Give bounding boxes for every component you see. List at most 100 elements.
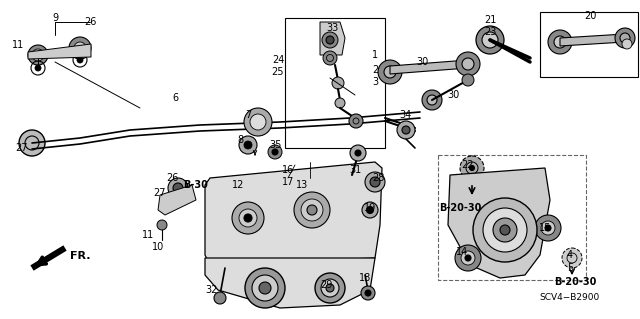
Polygon shape — [390, 60, 468, 74]
Circle shape — [456, 52, 480, 76]
Text: 16: 16 — [282, 165, 294, 175]
Circle shape — [268, 145, 282, 159]
Text: 20: 20 — [584, 11, 596, 21]
Circle shape — [28, 45, 48, 65]
Text: 31: 31 — [349, 165, 361, 175]
Circle shape — [214, 292, 226, 304]
Circle shape — [307, 205, 317, 215]
Text: 12: 12 — [232, 180, 244, 190]
Circle shape — [244, 108, 272, 136]
Circle shape — [327, 288, 337, 298]
Circle shape — [541, 221, 555, 235]
Polygon shape — [28, 44, 91, 59]
Circle shape — [239, 209, 257, 227]
Circle shape — [402, 126, 410, 134]
Circle shape — [476, 26, 504, 54]
Circle shape — [562, 248, 582, 268]
Circle shape — [173, 183, 183, 193]
Circle shape — [294, 192, 330, 228]
Circle shape — [32, 49, 44, 61]
Text: 30: 30 — [416, 57, 428, 67]
Text: 7: 7 — [245, 110, 251, 120]
Text: FR.: FR. — [70, 251, 90, 261]
Circle shape — [545, 225, 551, 231]
Circle shape — [493, 218, 517, 242]
Circle shape — [250, 114, 266, 130]
Circle shape — [168, 178, 188, 198]
Text: 13: 13 — [296, 180, 308, 190]
Text: B-20-30: B-20-30 — [554, 277, 596, 287]
Circle shape — [315, 273, 345, 303]
Circle shape — [69, 37, 91, 59]
Text: 11: 11 — [142, 230, 154, 240]
Text: 3: 3 — [372, 77, 378, 87]
Text: 34: 34 — [399, 110, 411, 120]
Polygon shape — [205, 162, 382, 265]
Text: 28: 28 — [372, 173, 384, 183]
Circle shape — [19, 130, 45, 156]
Circle shape — [620, 33, 630, 43]
Text: B-20-30: B-20-30 — [439, 203, 481, 213]
Text: 2: 2 — [372, 65, 378, 75]
Circle shape — [473, 198, 537, 262]
Text: 4: 4 — [567, 250, 573, 260]
Circle shape — [465, 255, 471, 261]
Circle shape — [239, 136, 257, 154]
Circle shape — [301, 199, 323, 221]
Text: 17: 17 — [282, 177, 294, 187]
Circle shape — [422, 90, 442, 110]
Circle shape — [232, 202, 264, 234]
Text: 33: 33 — [326, 23, 338, 33]
Text: 27: 27 — [154, 188, 166, 198]
Text: 10: 10 — [152, 242, 164, 252]
Text: 8: 8 — [237, 135, 243, 145]
Circle shape — [370, 177, 380, 187]
Circle shape — [554, 36, 566, 48]
Circle shape — [259, 282, 271, 294]
Circle shape — [361, 286, 375, 300]
Circle shape — [470, 166, 474, 170]
Circle shape — [622, 39, 632, 49]
Circle shape — [427, 95, 437, 105]
Circle shape — [367, 206, 374, 213]
Circle shape — [332, 77, 344, 89]
Text: 32: 32 — [206, 285, 218, 295]
Polygon shape — [205, 258, 375, 308]
Circle shape — [326, 284, 334, 292]
Polygon shape — [320, 22, 345, 55]
Circle shape — [35, 65, 41, 71]
Circle shape — [252, 275, 278, 301]
Circle shape — [365, 290, 371, 296]
Circle shape — [157, 220, 167, 230]
Circle shape — [326, 36, 334, 44]
Circle shape — [483, 208, 527, 252]
Circle shape — [74, 42, 86, 54]
Circle shape — [384, 66, 396, 78]
Circle shape — [349, 114, 363, 128]
Bar — [540, 12, 638, 77]
Circle shape — [322, 32, 338, 48]
Text: 11: 11 — [12, 40, 24, 50]
Circle shape — [482, 32, 498, 48]
Bar — [438, 155, 586, 280]
Polygon shape — [560, 34, 625, 46]
Circle shape — [535, 215, 561, 241]
Text: 21: 21 — [484, 15, 496, 25]
Circle shape — [362, 202, 378, 218]
Circle shape — [244, 141, 252, 149]
Text: 23: 23 — [484, 27, 496, 37]
Circle shape — [462, 74, 474, 86]
Circle shape — [548, 30, 572, 54]
Text: 24: 24 — [272, 55, 284, 65]
Bar — [285, 18, 385, 148]
Text: 1: 1 — [372, 50, 378, 60]
Text: 26: 26 — [166, 173, 178, 183]
Polygon shape — [448, 168, 550, 278]
Circle shape — [77, 57, 83, 63]
Text: 6: 6 — [172, 93, 178, 103]
Text: 15: 15 — [539, 223, 551, 233]
Circle shape — [365, 172, 385, 192]
Text: B-30: B-30 — [184, 180, 209, 190]
Bar — [220, 178, 365, 258]
Text: 19: 19 — [364, 203, 376, 213]
